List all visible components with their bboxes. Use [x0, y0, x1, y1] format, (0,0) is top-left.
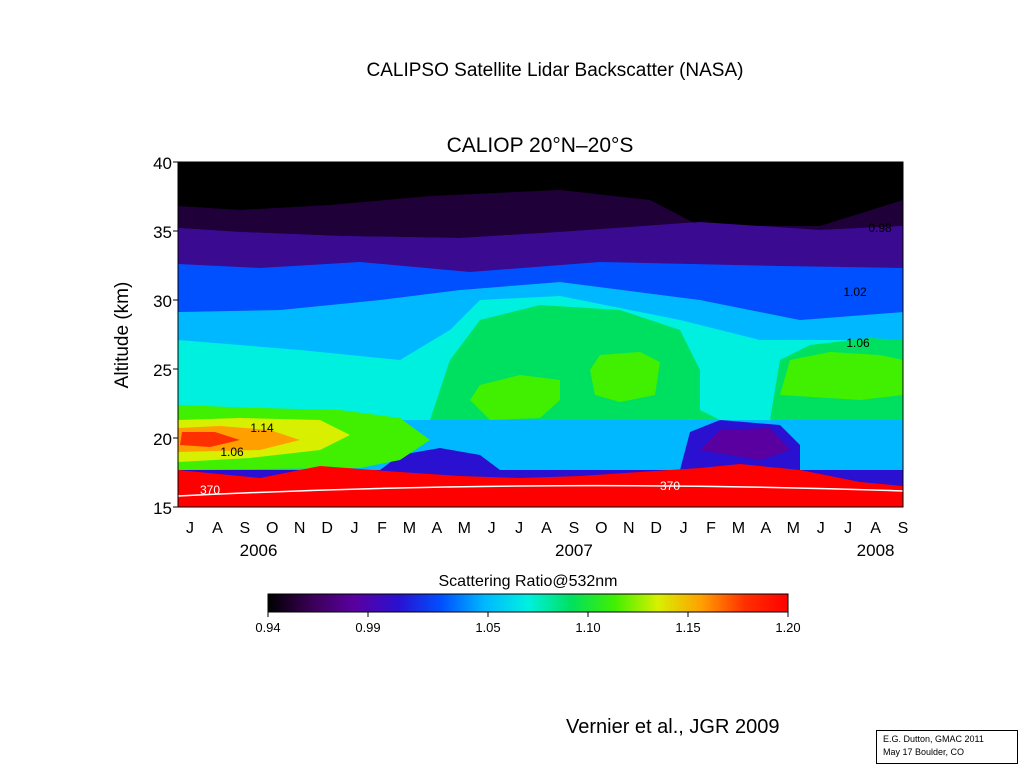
x-month-label: N — [294, 520, 306, 537]
contour-label: 370 — [660, 479, 680, 493]
field-top-black — [178, 162, 903, 226]
x-month-label: A — [541, 520, 552, 537]
y-tick-label: 35 — [153, 223, 172, 242]
x-month-label: J — [186, 520, 194, 537]
field-band-violet — [178, 222, 903, 272]
x-month-label: M — [458, 520, 471, 537]
x-month-label: F — [377, 520, 387, 537]
colorbar-tick-label: 1.05 — [475, 620, 500, 635]
x-month-label: S — [569, 520, 580, 537]
x-month-label: A — [761, 520, 772, 537]
x-month-label: J — [680, 520, 688, 537]
isentrope-370-line — [177, 484, 904, 497]
field-lower-blue-1 — [380, 448, 500, 470]
contour-label: 1.02 — [843, 285, 867, 299]
x-month-label: O — [266, 520, 278, 537]
x-month-label: A — [870, 520, 881, 537]
y-tick-label: 20 — [153, 430, 172, 449]
colorbar — [267, 593, 789, 613]
x-year-label: 2007 — [555, 541, 593, 560]
x-month-label: O — [595, 520, 607, 537]
x-month-label: J — [515, 520, 523, 537]
plot-frame — [177, 161, 904, 508]
field-lower-violet — [700, 428, 790, 460]
footer-line-2: May 17 Boulder, CO — [883, 747, 965, 757]
y-tick-label: 40 — [153, 154, 172, 173]
footer-box: E.G. Dutton, GMAC 2011 May 17 Boulder, C… — [876, 730, 1018, 764]
footer-line-1: E.G. Dutton, GMAC 2011 — [883, 734, 984, 744]
y-axis-label: Altitude (km) — [112, 282, 133, 389]
field-green-core-2 — [590, 352, 660, 402]
x-month-label: N — [623, 520, 635, 537]
x-month-label: J — [351, 520, 359, 537]
x-month-label: J — [488, 520, 496, 537]
x-month-label: A — [212, 520, 223, 537]
y-tick-label: 15 — [153, 499, 172, 518]
chart-title: CALIOP 20°N–20°S — [447, 134, 634, 157]
y-tick-label: 30 — [153, 292, 172, 311]
citation: Vernier et al., JGR 2009 — [566, 716, 780, 738]
x-month-label: M — [732, 520, 745, 537]
x-month-label: M — [787, 520, 800, 537]
x-month-label: J — [817, 520, 825, 537]
x-year-label: 2006 — [240, 541, 278, 560]
x-month-label: M — [403, 520, 416, 537]
contour-label: 370 — [200, 483, 220, 497]
colorbar-label: Scattering Ratio@532nm — [439, 573, 618, 590]
field-green-core-3 — [780, 352, 903, 400]
x-month-label: D — [650, 520, 662, 537]
x-month-label: A — [431, 520, 442, 537]
contour-label: 1.06 — [220, 445, 244, 459]
field-2006-red — [180, 432, 240, 447]
colorbar-tick-label: 1.10 — [575, 620, 600, 635]
x-month-label: S — [240, 520, 251, 537]
field-band-blue — [178, 262, 903, 320]
x-month-label: D — [321, 520, 333, 537]
x-month-label: J — [844, 520, 852, 537]
x-year-label: 2008 — [857, 541, 895, 560]
contour-label: 0.98 — [868, 221, 892, 235]
colorbar-tick-label: 1.15 — [675, 620, 700, 635]
contour-label: 1.14 — [250, 421, 274, 435]
colorbar-tick-label: 0.94 — [255, 620, 280, 635]
x-month-label: S — [898, 520, 909, 537]
field-green-core-1 — [470, 375, 560, 420]
colorbar-tick-label: 1.20 — [775, 620, 800, 635]
y-tick-label: 25 — [153, 361, 172, 380]
contour-label: 1.06 — [846, 336, 870, 350]
plot-field — [178, 162, 903, 507]
slide-title: CALIPSO Satellite Lidar Backscatter (NAS… — [366, 60, 744, 81]
colorbar-tick-label: 0.99 — [355, 620, 380, 635]
x-month-label: F — [706, 520, 716, 537]
